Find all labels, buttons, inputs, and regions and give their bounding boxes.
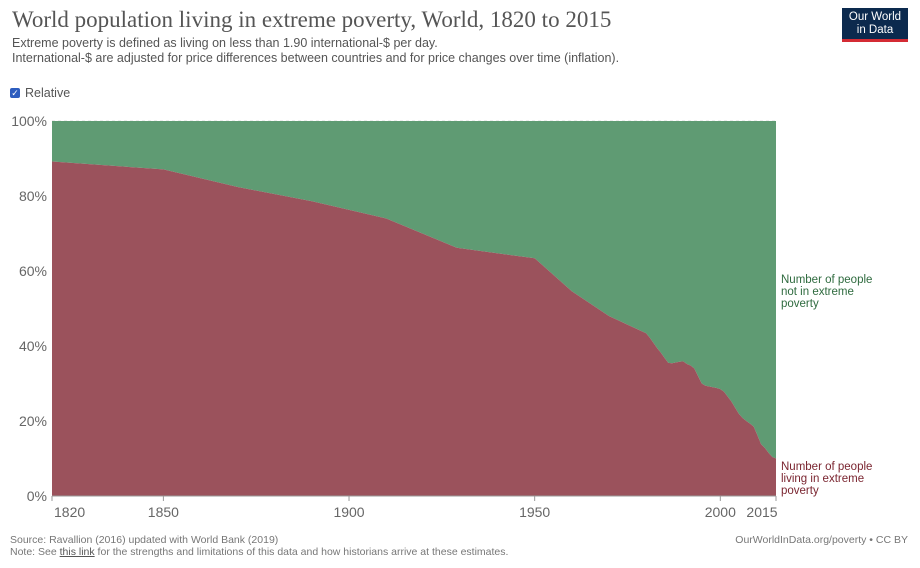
note-suffix: for the strengths and limitations of thi… — [94, 546, 509, 558]
relative-checkbox[interactable]: ✓ — [10, 88, 20, 98]
y-tick-label: 20% — [19, 413, 47, 429]
series-area-not-in-poverty[interactable] — [52, 121, 776, 459]
y-tick-label: 0% — [27, 488, 47, 504]
y-tick-label: 80% — [19, 188, 47, 204]
y-tick-label: 100% — [11, 113, 47, 129]
logo-line-2: in Data — [856, 24, 894, 36]
footer-url[interactable]: OurWorldInData.org/poverty • CC BY — [735, 534, 908, 546]
relative-toggle[interactable]: ✓ Relative — [10, 86, 70, 100]
series-label-line: Number of people — [781, 274, 872, 286]
y-axis-ticks: 0% 20% 40% 60% 80% 100% — [11, 113, 47, 504]
series-label-line: Number of people — [781, 461, 872, 473]
y-tick-label: 60% — [19, 263, 47, 279]
footer-source: Source: Ravallion (2016) updated with Wo… — [10, 534, 279, 546]
logo-line-1: Our World — [848, 11, 902, 23]
x-tick-label: 1900 — [333, 504, 364, 520]
x-axis-ticks: 1820 1850 1900 1950 2000 2015 — [51, 496, 778, 520]
chart-title: World population living in extreme pover… — [12, 7, 612, 32]
series-label-line: living in extreme — [781, 473, 864, 485]
owid-logo[interactable]: Our World in Data — [842, 8, 908, 42]
series-area-in-poverty[interactable] — [52, 161, 776, 497]
footer: Source: Ravallion (2016) updated with Wo… — [10, 534, 508, 558]
subtitle-line-2: International-$ are adjusted for price d… — [12, 51, 620, 65]
x-tick-label: 1850 — [148, 504, 179, 520]
chart-subtitle: Extreme poverty is defined as living on … — [12, 36, 619, 66]
series-label-in-poverty: Number of people living in extreme poverty — [781, 461, 872, 497]
series-label-not-in-poverty: Number of people not in extreme poverty — [781, 274, 872, 310]
subtitle-line-1: Extreme poverty is defined as living on … — [12, 36, 438, 50]
note-prefix: Note: See — [10, 546, 60, 558]
note-link[interactable]: this link — [59, 546, 95, 558]
footer-note: Note: See this link for the strengths an… — [10, 546, 508, 558]
x-tick-label: 2015 — [746, 504, 777, 520]
series-label-line: poverty — [781, 298, 819, 310]
y-tick-label: 40% — [19, 338, 47, 354]
x-tick-label: 1820 — [54, 504, 85, 520]
series-label-line: poverty — [781, 485, 819, 497]
x-tick-label: 1950 — [519, 504, 550, 520]
x-tick-label: 2000 — [705, 504, 736, 520]
relative-label: Relative — [25, 86, 71, 100]
series-label-line: not in extreme — [781, 286, 854, 298]
